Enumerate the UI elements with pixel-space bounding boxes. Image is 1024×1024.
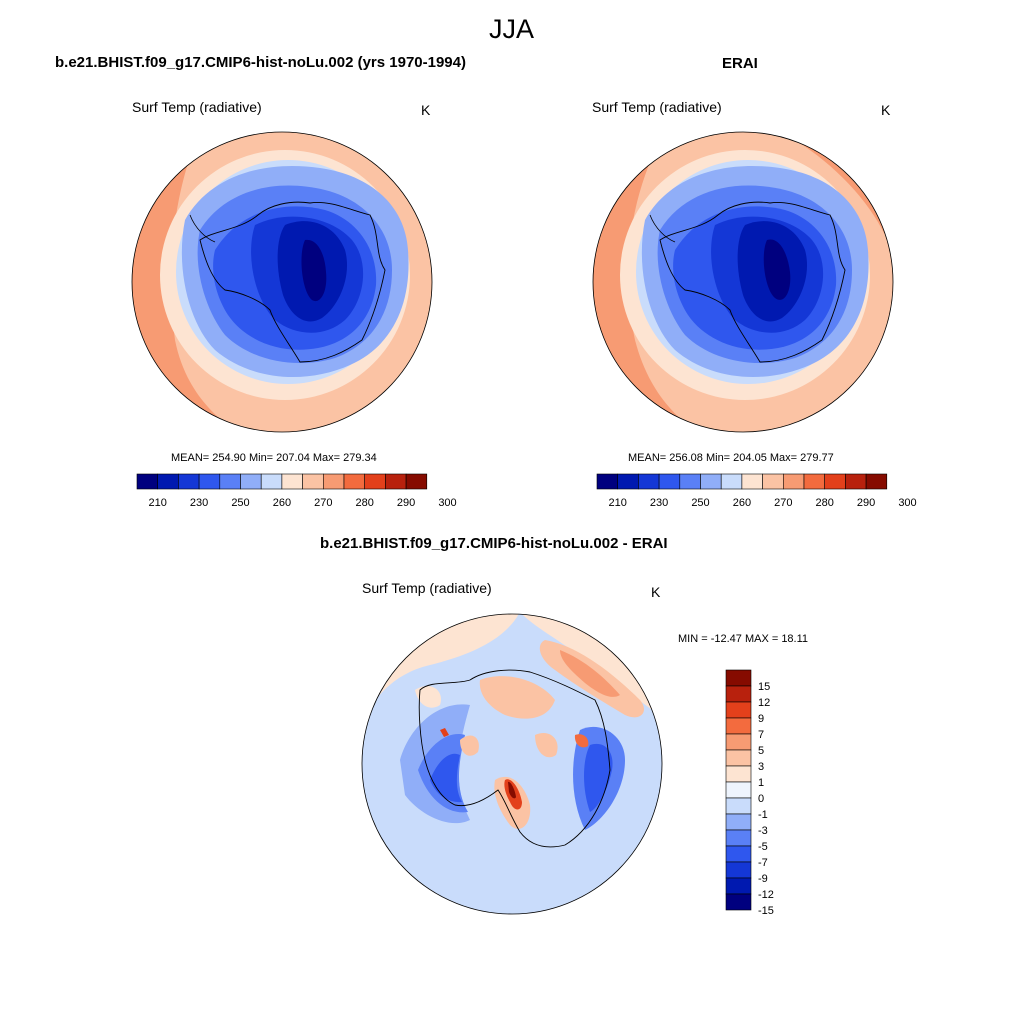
obs-colorbar-box [865,473,888,490]
model-colorbar-box [198,473,221,490]
obs-colorbar-box [762,473,784,490]
obs-colorbar-tick-label: 260 [733,497,751,509]
diff-colorbar-box [725,813,752,831]
diff-units-label: K [651,584,661,600]
obs-colorbar-box [658,473,681,490]
model-units-label: K [421,102,431,118]
diff-colorbar: 15 12 9 7 5 3 1 0 -1 -3 -5 -7 -9 -12 -15 [725,669,774,917]
diff-colorbar-tick-label: 1 [758,777,764,789]
obs-colorbar-box [824,473,846,490]
diff-colorbar-box [725,733,752,751]
diff-colorbar-box [725,669,752,687]
diff-colorbar-box [725,765,752,783]
diff-colorbar-tick-label: -7 [758,857,768,869]
obs-stats: MEAN= 256.08 Min= 204.05 Max= 279.77 [628,452,834,464]
obs-colorbar-tick-label: 300 [898,497,916,509]
model-colorbar-tick-label: 260 [273,497,291,509]
figure-title: JJA [489,14,535,44]
obs-colorbar-box [700,473,722,490]
model-colorbar-box [240,473,262,490]
obs-colorbar-box [782,473,805,490]
diff-colorbar-tick-label: 3 [758,761,764,773]
diff-colorbar-box [725,749,752,767]
diff-colorbar-box [725,893,752,911]
model-colorbar-box [260,473,283,490]
diff-variable-label: Surf Temp (radiative) [362,580,492,596]
model-colorbar-box [157,473,179,490]
model-colorbar-tick-label: 300 [438,497,456,509]
model-colorbar-box [405,473,428,490]
obs-colorbar-tick-label: 230 [650,497,668,509]
obs-colorbar-box [617,473,639,490]
diff-colorbar-tick-label: 9 [758,713,764,725]
model-colorbar-box [343,473,366,490]
diff-colorbar-tick-label: 5 [758,745,764,757]
model-colorbar-box [385,473,407,490]
model-colorbar-tick-label: 210 [149,497,167,509]
diff-colorbar-tick-label: 15 [758,681,770,693]
obs-units-label: K [881,102,891,118]
obs-colorbar-box [638,473,660,490]
model-colorbar-tick-label: 280 [356,497,374,509]
diff-colorbar-box [725,797,752,815]
model-colorbar-tick-label: 270 [314,497,332,509]
diff-colorbar-box [725,829,752,847]
diff-stats: MIN = -12.47 MAX = 18.11 [678,633,809,645]
obs-colorbar-tick-label: 280 [816,497,834,509]
diff-panel-title: b.e21.BHIST.f09_g17.CMIP6-hist-noLu.002 … [320,535,668,552]
model-colorbar-box [322,473,345,490]
model-colorbar-tick-label: 230 [190,497,208,509]
obs-colorbar-box [596,473,619,490]
model-variable-label: Surf Temp (radiative) [132,99,262,115]
diff-colorbar-tick-label: -12 [758,889,774,901]
model-colorbar-box [219,473,241,490]
obs-colorbar-tick-label: 210 [609,497,627,509]
obs-colorbar-box [845,473,867,490]
diff-colorbar-box [725,717,752,735]
diff-colorbar-box [725,845,752,863]
model-stats: MEAN= 254.90 Min= 207.04 Max= 279.34 [171,452,377,464]
diff-colorbar-tick-label: -5 [758,841,768,853]
obs-colorbar-tick-label: 250 [691,497,709,509]
obs-panel-title: ERAI [722,55,758,72]
obs-colorbar-tick-label: 290 [857,497,875,509]
diff-colorbar-box [725,701,752,719]
obs-colorbar-box [720,473,743,490]
model-colorbar-box [281,473,303,490]
diff-colorbar-box [725,877,752,895]
model-colorbar-box [178,473,200,490]
model-colorbar-box [364,473,386,490]
model-map [131,131,433,433]
diff-colorbar-tick-label: 12 [758,697,770,709]
obs-colorbar-box [679,473,701,490]
diff-colorbar-box [725,861,752,879]
diff-map [361,613,663,915]
model-colorbar-tick-label: 290 [397,497,415,509]
diff-colorbar-box [725,685,752,703]
obs-colorbar: 210 230 250 260 270 280 290 300 [596,473,917,509]
diff-colorbar-box [725,781,752,799]
obs-colorbar-box [803,473,826,490]
obs-variable-label: Surf Temp (radiative) [592,99,722,115]
model-panel-title: b.e21.BHIST.f09_g17.CMIP6-hist-noLu.002 … [55,54,466,71]
model-colorbar-box [136,473,159,490]
model-colorbar-tick-label: 250 [231,497,249,509]
diff-colorbar-tick-label: 0 [758,793,764,805]
obs-colorbar-tick-label: 270 [774,497,792,509]
obs-map [592,131,894,433]
model-colorbar-box [302,473,324,490]
obs-colorbar-box [741,473,763,490]
diff-colorbar-tick-label: 7 [758,729,764,741]
model-colorbar: 210 230 250 260 270 280 290 300 [136,473,457,509]
diff-colorbar-tick-label: -3 [758,825,768,837]
diff-colorbar-tick-label: -15 [758,905,774,917]
diff-colorbar-tick-label: -1 [758,809,768,821]
diff-colorbar-tick-label: -9 [758,873,768,885]
